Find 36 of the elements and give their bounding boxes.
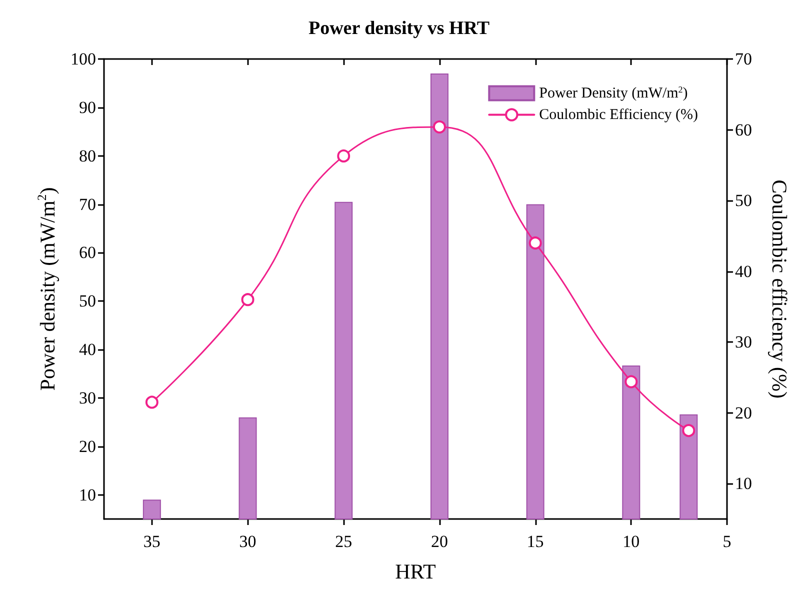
chart-title: Power density vs HRT [308,18,490,39]
y2-tick-label: 20 [735,403,752,422]
y-tick-label: 40 [79,340,96,360]
point [145,396,158,409]
point [528,236,542,250]
point [624,375,638,388]
x-tick-label: 25 [335,532,352,551]
y-tick-label: 30 [79,388,96,408]
y-axis-title: Power density (mW/m2) [35,187,60,391]
legend-label: Coulombic Efficiency (%) [539,106,698,123]
point [432,120,446,134]
x-tick-label: 30 [239,532,256,551]
y2-tick-label: 50 [735,191,752,210]
x-tick-label: 20 [430,532,448,551]
y-tick-label: 60 [79,243,96,262]
y2-tick-label: 70 [735,50,752,68]
y-tick-label: 100 [70,50,96,68]
y-tick-label: 70 [79,194,96,214]
y2-tick-label: 60 [735,120,752,140]
y2-axis-title: Coulombic efficiency (%) [768,180,792,398]
y-tick-label: 90 [79,98,96,117]
x-tick-label: 15 [526,532,544,551]
point [337,149,350,162]
y2-tick-label: 30 [735,332,752,352]
y2-tick-label: 40 [735,262,752,281]
y2-tick-label: 10 [735,474,752,494]
y-tick-label: 10 [79,485,96,504]
point [682,424,696,438]
y-tick-label: 50 [79,292,96,311]
y-tick-label: 20 [79,436,96,456]
point [241,293,254,306]
x-tick-label: 5 [722,532,732,551]
y-tick-label: 80 [79,146,96,166]
x-tick-label: 35 [143,532,160,551]
x-axis-title: HRT [395,560,436,584]
x-tick-label: 10 [622,532,640,551]
